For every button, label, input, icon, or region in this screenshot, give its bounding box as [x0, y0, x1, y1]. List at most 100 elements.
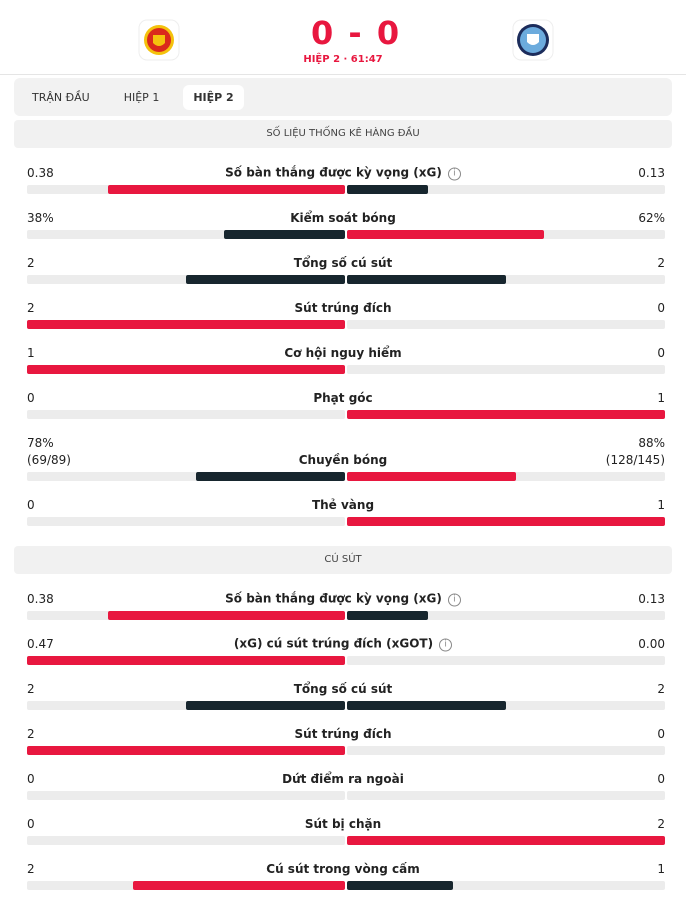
home-value: 0	[27, 498, 35, 512]
match-status: HIỆP 2 · 61:47	[303, 54, 383, 65]
away-bar	[347, 517, 665, 526]
home-bar	[133, 881, 345, 890]
home-track	[27, 230, 345, 239]
home-bar	[27, 746, 345, 755]
home-value: 1	[27, 346, 35, 360]
stat-label: (xG) cú sút trúng đích (xGOT)	[233, 636, 434, 651]
away-bar	[347, 611, 429, 620]
stat-label: Sút trúng đích	[294, 727, 392, 741]
away-value: 1	[657, 498, 665, 512]
away-bar	[347, 230, 545, 239]
home-value: 0	[27, 817, 35, 831]
away-track	[347, 746, 665, 755]
home-track	[27, 410, 345, 419]
tab-bar: TRẬN ĐẦU HIỆP 1 HIỆP 2	[14, 78, 672, 116]
stat-label: Kiểm soát bóng	[290, 211, 396, 225]
stat-label: Thẻ vàng	[311, 498, 375, 512]
stat-row-label: Số bàn thắng được kỳ vọng (xG) i	[0, 166, 686, 181]
stat-label: Sút bị chặn	[304, 817, 382, 831]
home-bar	[224, 230, 345, 239]
away-track	[347, 320, 665, 329]
stat-row-label: Cơ hội nguy hiểm	[0, 346, 686, 360]
tab[interactable]: HIỆP 2	[183, 84, 244, 110]
home-value: 2	[27, 682, 35, 696]
home-bar	[108, 185, 345, 194]
home-value: 2	[27, 727, 35, 741]
stat-label: Cú sút trong vòng cấm	[266, 862, 420, 876]
home-track	[27, 517, 345, 526]
tab[interactable]: TRẬN ĐẦU	[32, 90, 90, 104]
home-value: 0	[27, 391, 35, 405]
home-bar	[27, 320, 345, 329]
stat-label: Cơ hội nguy hiểm	[284, 346, 402, 360]
stat-row-label: Sút bị chặn	[0, 817, 686, 831]
away-track	[347, 791, 665, 800]
home-value: 0.47	[27, 637, 54, 651]
home-bar	[108, 611, 345, 620]
stat-row-label: Cú sút trong vòng cấm	[0, 862, 686, 876]
stat-label: Tổng số cú sút	[293, 256, 393, 270]
away-track	[347, 701, 665, 710]
away-value: 1	[657, 862, 665, 876]
away-value: 0	[657, 772, 665, 786]
score: 0 - 0	[311, 14, 402, 52]
home-score: 0	[311, 14, 336, 52]
away-track	[347, 365, 665, 374]
away-bar	[347, 836, 665, 845]
home-value: 2	[27, 862, 35, 876]
home-logo	[138, 19, 180, 61]
home-value: 78%	[27, 436, 54, 450]
away-value: 1	[657, 391, 665, 405]
home-bar	[195, 472, 345, 481]
home-value: 0.38	[27, 166, 54, 180]
home-value: 38%	[27, 211, 54, 225]
away-value: 2	[657, 817, 665, 831]
away-bar	[347, 881, 453, 890]
away-bar	[347, 701, 506, 710]
home-value: 2	[27, 301, 35, 315]
away-value: 0.00	[638, 637, 665, 651]
stat-label: Chuyền bóng	[298, 453, 388, 467]
home-value: 0.38	[27, 592, 54, 606]
stat-row-label: Tổng số cú sút	[0, 256, 686, 270]
home-bar	[186, 701, 345, 710]
stat-row-label: Tổng số cú sút	[0, 682, 686, 696]
match-header: 0 - 0 HIỆP 2 · 61:47	[0, 0, 686, 75]
home-value: 0	[27, 772, 35, 786]
stat-row-label: (xG) cú sút trúng đích (xGOT) i	[0, 637, 686, 652]
home-bar	[27, 656, 345, 665]
stat-row-label: Sút trúng đích	[0, 727, 686, 741]
stat-label: Phạt góc	[313, 391, 373, 405]
away-value: 0.13	[638, 592, 665, 606]
info-icon[interactable]: i	[439, 638, 453, 652]
stat-row-label: Kiểm soát bóng	[0, 211, 686, 225]
stat-label: Dứt điểm ra ngoài	[282, 772, 404, 786]
tab[interactable]: HIỆP 1	[123, 90, 160, 104]
stat-label: Số bàn thắng được kỳ vọng (xG)	[225, 591, 442, 606]
stat-row-label: Chuyền bóng	[0, 453, 686, 467]
stat-row-label: Phạt góc	[0, 391, 686, 405]
stat-label: Sút trúng đích	[294, 301, 392, 315]
stat-row-label: Sút trúng đích	[0, 301, 686, 315]
stat-row-label: Dứt điểm ra ngoài	[0, 772, 686, 786]
section-header: SỐ LIỆU THỐNG KÊ HÀNG ĐẦU	[14, 120, 672, 148]
away-value: 0	[657, 301, 665, 315]
away-bar	[347, 185, 429, 194]
home-track	[27, 472, 345, 481]
away-bar	[347, 275, 506, 284]
away-track	[347, 881, 665, 890]
away-value: 0.13	[638, 166, 665, 180]
away-detail: (128/145)	[605, 453, 665, 467]
away-track	[347, 185, 665, 194]
away-bar	[347, 410, 665, 419]
info-icon[interactable]: i	[447, 167, 461, 181]
home-bar	[27, 365, 345, 374]
away-bar	[347, 472, 516, 481]
stat-label: Số bàn thắng được kỳ vọng (xG)	[225, 165, 442, 180]
home-track	[27, 836, 345, 845]
away-track	[347, 611, 665, 620]
section-header: CÚ SÚT	[14, 546, 672, 574]
away-track	[347, 656, 665, 665]
info-icon[interactable]: i	[447, 593, 461, 607]
